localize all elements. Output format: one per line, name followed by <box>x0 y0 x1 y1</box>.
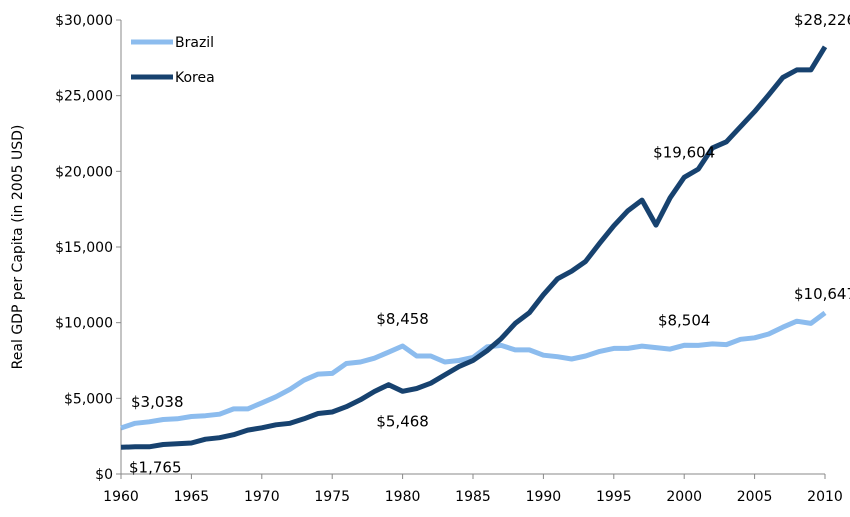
annotation-label: $1,765 <box>129 458 182 476</box>
x-tick-label: 1980 <box>385 489 421 505</box>
annotation-label: $3,038 <box>131 393 184 411</box>
axes <box>120 20 825 475</box>
legend-label-brazil: Brazil <box>175 35 214 51</box>
y-tick-label: $5,000 <box>64 391 113 407</box>
annotation-label: $10,647 <box>794 285 850 303</box>
series-lines <box>120 45 828 450</box>
x-tick-label: 1990 <box>526 489 562 505</box>
x-tick-label: 1975 <box>314 489 350 505</box>
x-tick-label: 2000 <box>666 489 702 505</box>
annotation-label: $8,458 <box>376 310 429 328</box>
x-tick-label: 1960 <box>103 489 139 505</box>
annotation-label: $5,468 <box>376 412 429 430</box>
x-tick-label: 1965 <box>174 489 210 505</box>
data-annotations: $3,038 $1,765 $8,458 $5,468 $8,504 $19,604 $10… <box>129 11 850 476</box>
legend-label-korea: Korea <box>175 70 215 86</box>
x-axis-ticks: 1960 1965 1970 1975 1980 1985 1990 1995 2000 2005… <box>103 474 843 505</box>
series-line-korea <box>120 45 828 450</box>
annotation-label: $8,504 <box>658 311 711 329</box>
y-axis-ticks: $0 $5,000 $10,000 $15,000 $20,000 $25,000 $30,… <box>55 13 121 483</box>
y-tick-label: $15,000 <box>55 240 113 256</box>
x-tick-label: 1985 <box>455 489 491 505</box>
x-tick-label: 2010 <box>807 489 843 505</box>
series-line-brazil <box>120 310 827 431</box>
y-tick-label: $20,000 <box>55 164 113 180</box>
legend: Brazil Korea <box>131 35 215 86</box>
y-tick-label: $30,000 <box>55 13 113 29</box>
y-tick-label: $10,000 <box>55 316 113 332</box>
annotation-label: $19,604 <box>653 143 715 161</box>
x-tick-label: 2005 <box>737 489 773 505</box>
y-axis-label: Real GDP per Capita (in 2005 USD) <box>10 125 26 370</box>
annotation-label: $28,226 <box>794 11 850 29</box>
x-tick-label: 1995 <box>596 489 632 505</box>
y-tick-label: $25,000 <box>55 89 113 105</box>
x-tick-label: 1970 <box>244 489 280 505</box>
y-tick-label: $0 <box>95 467 113 483</box>
